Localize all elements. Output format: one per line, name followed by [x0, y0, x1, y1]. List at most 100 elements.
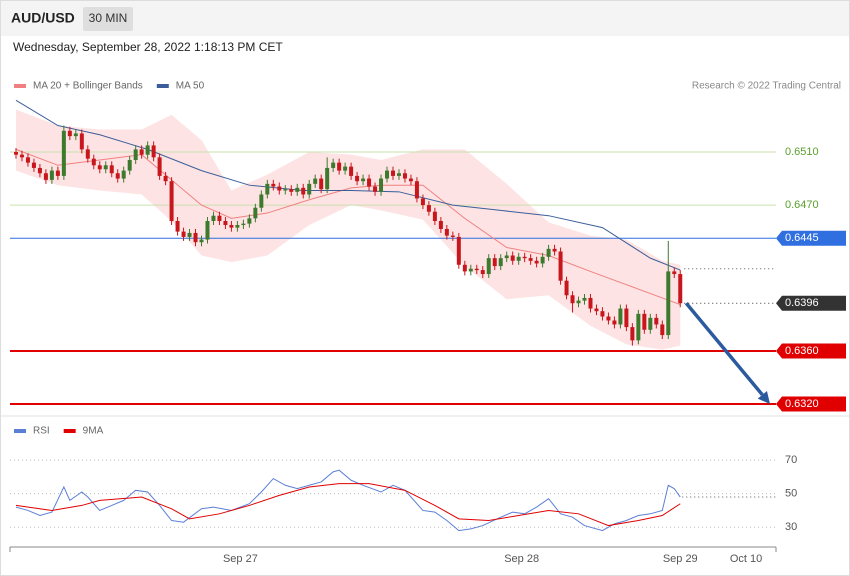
candle-body — [235, 224, 240, 228]
level-label: 0.6510 — [785, 146, 819, 158]
candle-body — [594, 308, 599, 312]
candle-body — [492, 258, 497, 267]
candle-body — [666, 271, 671, 336]
legend-label: MA 50 — [176, 81, 205, 92]
legend-label: 9MA — [83, 426, 104, 437]
candle-body — [630, 327, 635, 341]
legend-label: RSI — [33, 426, 50, 437]
timeframe-box — [83, 7, 133, 31]
x-tick-label: Sep 27 — [223, 553, 258, 565]
candle-body — [313, 178, 318, 184]
candle-body — [367, 178, 372, 187]
candle-body — [444, 228, 449, 236]
candle-body — [247, 218, 252, 224]
candle-body — [139, 149, 144, 155]
candle-body — [205, 221, 210, 240]
candle-body — [193, 232, 198, 243]
candle-body — [127, 159, 132, 171]
candle-body — [349, 166, 354, 176]
candle-body — [319, 178, 324, 190]
candle-body — [474, 268, 479, 271]
candle-body — [343, 166, 348, 171]
candle-body — [289, 189, 294, 192]
candle-body — [175, 221, 180, 232]
candle-body — [408, 178, 413, 182]
candle-body — [516, 256, 521, 261]
candle-body — [385, 170, 390, 179]
candle-body — [157, 157, 162, 176]
candle-body — [163, 175, 168, 182]
candle-body — [169, 181, 174, 222]
header-bar — [1, 1, 849, 36]
forecast-arrow-head — [757, 390, 771, 405]
candle-body — [438, 221, 443, 229]
candle-body — [534, 260, 539, 264]
candle-body — [618, 308, 623, 325]
candle-body — [402, 173, 407, 179]
candle-body — [654, 317, 659, 325]
indicator-line — [15, 483, 681, 527]
credit: Research © 2022 Trading Central — [692, 81, 841, 92]
candle-body — [672, 271, 677, 275]
level-label-box — [776, 230, 846, 246]
candle-body — [13, 152, 18, 155]
candle-body — [253, 207, 258, 219]
candle-body — [486, 258, 491, 275]
x-tick-label: Oct 10 — [730, 553, 762, 565]
candle-body — [510, 255, 515, 261]
candle-body — [564, 280, 569, 296]
candle-body — [121, 170, 126, 179]
candle-body — [79, 133, 84, 150]
level-label: 0.6396 — [785, 297, 819, 309]
candle-body — [229, 224, 234, 228]
x-tick-label: Sep 29 — [663, 553, 698, 565]
candle-body — [271, 183, 276, 187]
candle-body — [61, 130, 66, 176]
candle-body — [379, 178, 384, 192]
candle-body — [420, 198, 425, 206]
candle-body — [151, 145, 156, 158]
candle-body — [43, 173, 48, 180]
candle-body — [528, 258, 533, 261]
y-tick-label: 70 — [785, 454, 797, 466]
candle-body — [109, 165, 114, 174]
candle-body — [211, 215, 216, 222]
candle-body — [217, 215, 222, 222]
candle-body — [396, 173, 401, 176]
candle-body — [373, 186, 378, 192]
candle-body — [462, 264, 467, 272]
candle-body — [588, 297, 593, 309]
candle-body — [295, 187, 300, 192]
candle-body — [325, 167, 330, 190]
candle-body — [558, 251, 563, 281]
candle-body — [91, 158, 96, 166]
candle-body — [283, 189, 288, 191]
level-label: 0.6470 — [785, 199, 819, 211]
candle-body — [636, 313, 641, 341]
candle-body — [277, 186, 282, 191]
candle-body — [648, 317, 653, 330]
candle-body — [678, 274, 683, 304]
y-tick-label: 50 — [785, 488, 797, 500]
candle-body — [97, 165, 102, 170]
candle-body — [37, 167, 42, 174]
candle-body — [301, 187, 306, 195]
candle-body — [600, 311, 605, 317]
legend-label: MA 20 + Bollinger Bands — [33, 81, 143, 92]
candle-body — [522, 256, 527, 259]
candle-body — [570, 295, 575, 304]
candle-body — [67, 130, 72, 137]
candle-body — [55, 170, 60, 176]
candle-body — [576, 300, 581, 304]
candle-body — [337, 162, 342, 171]
candle-body — [145, 145, 150, 155]
candle-body — [450, 235, 455, 237]
candle-body — [624, 308, 629, 328]
candle-body — [19, 154, 24, 158]
candle-body — [540, 256, 545, 264]
candle-body — [133, 149, 138, 160]
candle-body — [85, 149, 90, 159]
candle-body — [414, 181, 419, 199]
candle-body — [355, 175, 360, 182]
